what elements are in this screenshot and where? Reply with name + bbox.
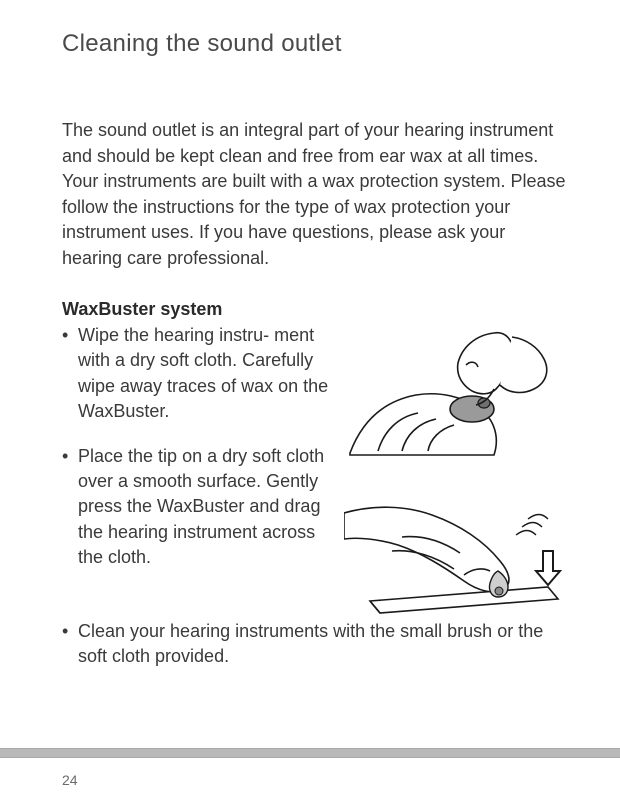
page-number: 24 [62,772,78,788]
bullet-item: Wipe the hearing instru- ment with a dry… [62,323,330,424]
bullet-item: Clean your hearing instruments with the … [62,619,568,669]
bullets-column: Wipe the hearing instru- ment with a dry… [62,323,330,590]
section-title: WaxBuster system [62,299,568,320]
press-drag-illustration [344,479,568,619]
footer: 24 [0,748,620,806]
illustrations-column [344,323,568,619]
wipe-illustration [344,323,568,473]
full-width-bullet: Clean your hearing instruments with the … [62,619,568,669]
footer-divider [0,748,620,758]
content-row: Wipe the hearing instru- ment with a dry… [62,323,568,619]
bullet-item: Place the tip on a dry soft cloth over a… [62,444,330,570]
page-title: Cleaning the sound outlet [62,30,568,58]
intro-paragraph: The sound outlet is an integral part of … [62,118,568,271]
